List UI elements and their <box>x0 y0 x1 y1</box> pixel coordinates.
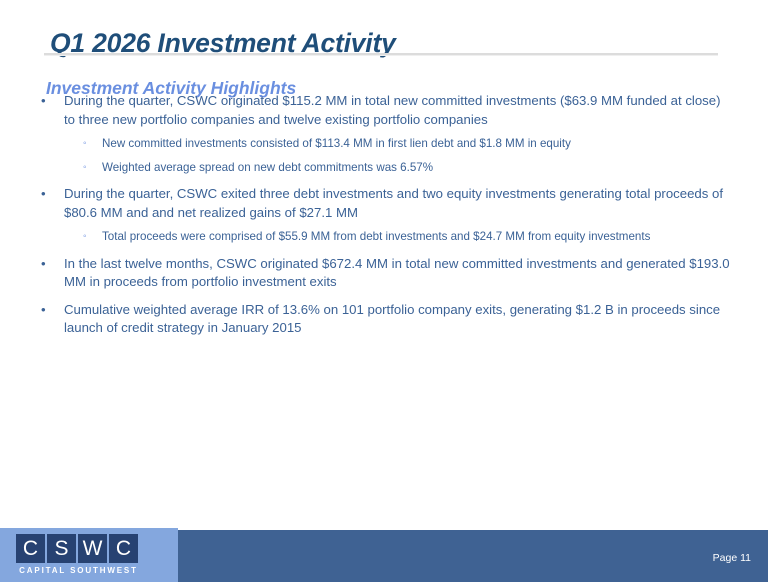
bullet-list: • During the quarter, CSWC originated $1… <box>0 92 768 340</box>
section-subtitle: Investment Activity Highlights <box>46 77 297 98</box>
sub-bullet-marker-icon: ◦ <box>83 231 87 242</box>
sub-bullet-item: ◦ Total proceeds were comprised of $55.9… <box>0 228 768 246</box>
logo-wrap: C S W C CAPITAL SOUTHWEST <box>16 534 141 575</box>
bullet-text: Cumulative weighted average IRR of 13.6%… <box>64 301 721 336</box>
sub-bullet-item: ◦ Weighted average spread on new debt co… <box>0 159 768 177</box>
sub-bullet-marker-icon: ◦ <box>83 161 87 173</box>
sub-bullet-text: New committed investments consisted of $… <box>102 137 571 150</box>
title-divider <box>44 53 718 56</box>
footer-bar: Page 11 <box>178 530 768 582</box>
page-title: Q1 2026 Investment Activity <box>50 27 396 58</box>
spacer <box>0 248 768 255</box>
spacer <box>0 178 768 185</box>
sub-bullet-marker-icon: ◦ <box>83 138 87 149</box>
bullet-item: • During the quarter, CSWC exited three … <box>0 185 768 222</box>
bullet-marker-icon: • <box>41 186 46 201</box>
bullet-marker-icon: • <box>41 93 46 108</box>
sub-bullet-text: Weighted average spread on new debt comm… <box>102 160 434 174</box>
logo-letter-s: S <box>47 534 76 563</box>
sub-bullet-text: Total proceeds were comprised of $55.9 M… <box>102 230 651 243</box>
sub-bullet-item: ◦ New committed investments consisted of… <box>0 135 768 153</box>
slide-footer: Page 11 C S W C CAPITAL SOUTHWEST <box>0 528 768 582</box>
bullet-text: During the quarter, CSWC originated $115… <box>64 93 721 127</box>
bullet-item: • Cumulative weighted average IRR of 13.… <box>0 301 768 338</box>
page-number: Page 11 <box>712 552 751 564</box>
bullet-item: • In the last twelve months, CSWC origin… <box>0 255 768 292</box>
bullet-item: • During the quarter, CSWC originated $1… <box>0 92 768 129</box>
logo-letter-c1: C <box>16 534 45 563</box>
logo-tagline: CAPITAL SOUTHWEST <box>19 566 138 575</box>
bullet-marker-icon: • <box>41 301 46 317</box>
logo-letter-w: W <box>78 534 107 563</box>
logo-letter-c2: C <box>109 534 138 563</box>
bullet-text: During the quarter, CSWC exited three de… <box>64 186 724 220</box>
spacer <box>0 294 768 301</box>
bullet-marker-icon: • <box>41 255 46 271</box>
brand-logo: C S W C CAPITAL SOUTHWEST <box>0 528 178 582</box>
bullet-text: In the last twelve months, CSWC originat… <box>64 255 730 290</box>
logo-letter-blocks: C S W C <box>16 534 141 563</box>
